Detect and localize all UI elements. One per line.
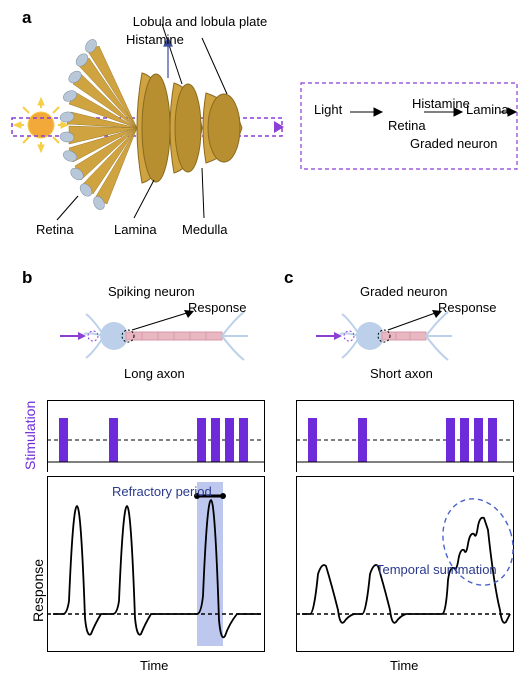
compound-eye-diagram <box>62 28 292 228</box>
panel-c-title: Graded neuron <box>360 284 447 299</box>
panel-b-stim-axis: Stimulation <box>22 401 38 470</box>
panel-b-resp-axis: Response <box>30 559 46 622</box>
panel-b-response-label: Response <box>188 300 247 315</box>
panel-b-letter: b <box>22 268 32 288</box>
lamina-label: Lamina <box>114 222 157 237</box>
histamine-top-label: Histamine <box>126 32 184 47</box>
medulla-label: Medulla <box>182 222 228 237</box>
panel-c-stim-svg <box>296 400 514 472</box>
panel-b-time-axis: Time <box>140 658 168 673</box>
retina-label: Retina <box>36 222 74 237</box>
panel-c-axon-label: Short axon <box>370 366 433 381</box>
sun-icon <box>14 98 68 152</box>
panel-b-refractory-label: Refractory period <box>112 484 212 499</box>
panel-b-axon-label: Long axon <box>124 366 185 381</box>
panel-b-resp-svg <box>47 476 265 652</box>
pathway-lamina: Lamina <box>466 102 509 117</box>
panel-a-letter: a <box>22 8 31 28</box>
pathway-graded: Graded neuron <box>410 136 497 151</box>
panel-c-letter: c <box>284 268 293 288</box>
lobula-label: Lobula and lobula plate <box>110 14 290 29</box>
pathway-light: Light <box>314 102 342 117</box>
panel-c-response-label: Response <box>438 300 497 315</box>
panel-c-temporal-label: Temporal summation <box>376 562 497 577</box>
pathway-retina: Retina <box>388 118 426 133</box>
panel-b-stim-svg <box>47 400 265 472</box>
pathway-histamine: Histamine <box>412 96 470 111</box>
panel-c-time-axis: Time <box>390 658 418 673</box>
panel-b-title: Spiking neuron <box>108 284 195 299</box>
